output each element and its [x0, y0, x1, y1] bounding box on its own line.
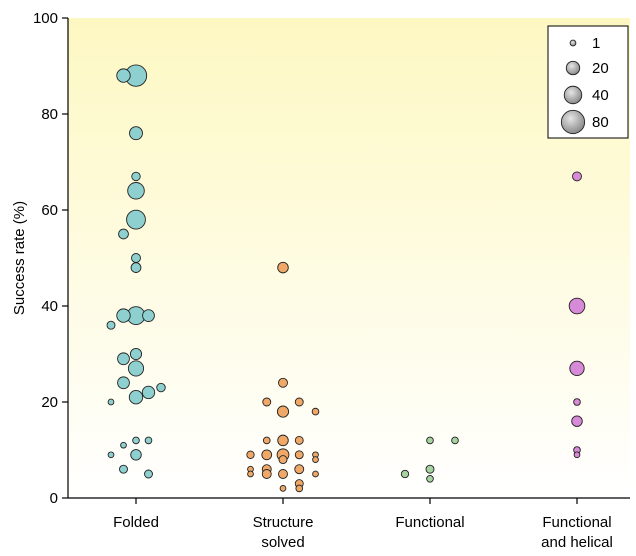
bubble-point	[116, 308, 131, 323]
plot-background	[68, 18, 630, 498]
bubble-point	[572, 171, 582, 182]
bubble-point	[119, 464, 128, 474]
bubble-point	[120, 441, 127, 449]
bubble-point	[130, 262, 142, 273]
bubble-point	[127, 360, 145, 377]
bubble-point	[276, 405, 290, 418]
x-tick-label: Folded	[113, 514, 159, 531]
bubble-point	[117, 376, 130, 390]
legend-label: 80	[592, 114, 609, 131]
bubble-point	[294, 450, 304, 460]
bubble-point	[116, 68, 131, 83]
bubble-point	[311, 407, 320, 416]
bubble-point	[247, 470, 254, 478]
legend-label: 1	[592, 35, 600, 52]
legend-bubble	[560, 109, 586, 135]
bubble-point	[568, 297, 586, 315]
y-tick-label: 0	[50, 490, 58, 507]
bubble-point	[132, 436, 140, 445]
x-tick-label: and helical	[541, 534, 613, 551]
bubble-point	[126, 209, 146, 230]
legend: 1 20 40 80	[547, 25, 629, 139]
bubble-point	[294, 397, 304, 407]
bubble-point	[277, 261, 289, 274]
bubble-point	[294, 464, 305, 475]
y-tick-label: 20	[41, 394, 58, 411]
bubble-point	[262, 397, 272, 407]
legend-label: 40	[592, 87, 609, 104]
bubble-point	[128, 390, 144, 405]
bubble-point	[312, 470, 319, 478]
bubble-point	[144, 469, 153, 479]
bubble-point	[107, 398, 115, 406]
legend-box	[547, 25, 629, 139]
bubble-point	[295, 484, 304, 493]
y-tick-label: 60	[41, 202, 58, 219]
bubble-point	[129, 126, 143, 141]
bubble-point	[277, 434, 289, 447]
bubble-point	[279, 485, 287, 492]
y-tick-label: 40	[41, 298, 58, 315]
bubble-point	[127, 182, 145, 200]
bubble-point	[130, 449, 142, 461]
x-tick-label: solved	[261, 534, 304, 551]
x-tick-label: Functional	[542, 514, 611, 531]
bubble-point	[141, 385, 156, 400]
bubble-point	[400, 469, 410, 479]
bubble-point	[131, 171, 141, 182]
y-tick-label: 100	[33, 10, 58, 27]
bubble-point	[118, 228, 129, 240]
bubble-point	[144, 436, 153, 445]
bubble-point	[426, 474, 434, 483]
legend-bubble	[569, 39, 577, 47]
bubble-point	[278, 469, 288, 479]
bubble-point	[294, 435, 304, 445]
x-tick-label: Structure	[253, 514, 314, 531]
bubble-point	[451, 436, 459, 445]
bubble-point	[569, 360, 585, 377]
y-axis-label: Success rate (%)	[11, 201, 28, 315]
bubble-point	[278, 377, 288, 388]
bubble-point	[131, 253, 141, 263]
bubble-point	[571, 415, 583, 427]
bubble-point	[261, 469, 272, 479]
bubble-point	[278, 455, 288, 465]
bubble-point	[129, 347, 143, 361]
x-tick-label: Functional	[395, 514, 464, 531]
bubble-point	[261, 449, 273, 461]
legend-bubble	[563, 85, 583, 105]
y-tick-label: 80	[41, 106, 58, 123]
bubble-point	[426, 436, 434, 445]
bubble-point	[107, 451, 115, 459]
bubbles	[106, 64, 586, 493]
bubble-point	[425, 464, 435, 474]
bubble-point	[142, 309, 155, 322]
y-ticks: 0 20 40 60 80 100	[33, 10, 68, 507]
bubble-point	[573, 398, 581, 406]
legend-bubble	[565, 60, 581, 76]
bubble-point	[246, 450, 255, 459]
legend-label: 20	[592, 60, 609, 77]
bubble-point	[262, 436, 271, 445]
bubble-point	[156, 382, 166, 393]
bubble-point	[117, 352, 130, 366]
bubble-point	[573, 451, 581, 459]
bubble-point	[312, 456, 319, 463]
bubble-point	[106, 320, 116, 330]
x-ticks: Folded Structure solved Functional Functiona…	[113, 498, 613, 551]
